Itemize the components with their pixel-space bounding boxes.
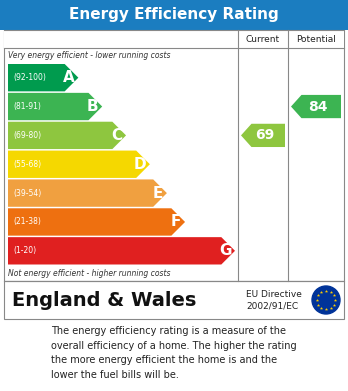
- Polygon shape: [8, 93, 102, 120]
- Text: 69: 69: [255, 128, 275, 142]
- Polygon shape: [8, 122, 126, 149]
- Text: (1-20): (1-20): [13, 246, 36, 255]
- Text: The energy efficiency rating is a measure of the
overall efficiency of a home. T: The energy efficiency rating is a measur…: [51, 326, 297, 380]
- Text: Energy Efficiency Rating: Energy Efficiency Rating: [69, 7, 279, 23]
- Text: G: G: [219, 243, 232, 258]
- Text: (92-100): (92-100): [13, 73, 46, 82]
- Bar: [4, 30, 344, 281]
- Text: Very energy efficient - lower running costs: Very energy efficient - lower running co…: [8, 52, 171, 61]
- Text: EU Directive
2002/91/EC: EU Directive 2002/91/EC: [246, 290, 302, 310]
- Polygon shape: [8, 151, 150, 178]
- Text: C: C: [111, 128, 122, 143]
- Polygon shape: [291, 95, 341, 118]
- Bar: [0, 0, 348, 30]
- Text: Not energy efficient - higher running costs: Not energy efficient - higher running co…: [8, 269, 171, 278]
- Text: Current: Current: [246, 34, 280, 43]
- Circle shape: [312, 286, 340, 314]
- Text: A: A: [63, 70, 75, 85]
- Polygon shape: [8, 64, 78, 91]
- Text: England & Wales: England & Wales: [12, 291, 196, 310]
- Polygon shape: [8, 208, 185, 236]
- Text: F: F: [170, 215, 181, 230]
- Text: B: B: [87, 99, 98, 114]
- Text: Potential: Potential: [296, 34, 336, 43]
- Polygon shape: [8, 179, 167, 207]
- Text: (21-38): (21-38): [13, 217, 41, 226]
- Text: 84: 84: [308, 100, 328, 113]
- Bar: [4, 30, 344, 48]
- Polygon shape: [241, 124, 285, 147]
- Polygon shape: [8, 237, 235, 264]
- Text: (69-80): (69-80): [13, 131, 41, 140]
- Text: (81-91): (81-91): [13, 102, 41, 111]
- Text: E: E: [152, 186, 163, 201]
- Bar: [4, 281, 344, 319]
- Text: (39-54): (39-54): [13, 188, 41, 197]
- Text: D: D: [134, 157, 147, 172]
- Text: (55-68): (55-68): [13, 160, 41, 169]
